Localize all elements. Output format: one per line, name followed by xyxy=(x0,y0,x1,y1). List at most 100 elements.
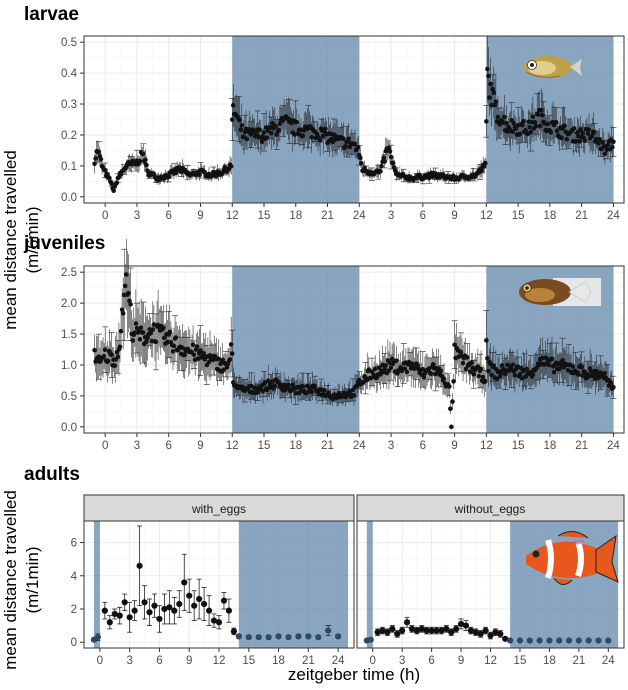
x-tick-label: 15 xyxy=(258,440,271,452)
data-point xyxy=(383,363,389,368)
data-point xyxy=(553,120,559,125)
data-point xyxy=(210,617,218,624)
data-point xyxy=(137,337,143,342)
data-point xyxy=(448,629,455,636)
data-point xyxy=(441,376,447,381)
data-point xyxy=(495,114,501,120)
data-point xyxy=(579,364,584,370)
dark-phase-band xyxy=(366,521,373,648)
data-point xyxy=(585,131,591,136)
x-tick-label: 3 xyxy=(134,440,140,452)
x-tick-label: 15 xyxy=(514,655,527,667)
data-point xyxy=(305,633,312,640)
data-point xyxy=(117,344,123,350)
data-point xyxy=(225,607,233,614)
juveniles-plot: 0 3 6 9 12 15 18 21 24 3 6 9 12 15 18 21 24 0.0 0.5 1.0 1.5 2… xyxy=(61,238,625,452)
data-point xyxy=(101,353,107,359)
x-tick-label: 18 xyxy=(289,210,302,222)
data-point xyxy=(196,595,203,603)
data-point xyxy=(374,629,381,636)
data-point xyxy=(539,108,544,113)
data-point xyxy=(153,339,159,345)
x-tick-label: 6 xyxy=(166,440,172,452)
x-tick-label: 21 xyxy=(575,440,588,452)
data-point xyxy=(355,145,361,150)
data-point xyxy=(478,366,484,372)
data-point xyxy=(315,634,322,641)
data-point xyxy=(93,156,98,161)
data-point xyxy=(245,634,252,641)
data-point xyxy=(602,151,608,157)
data-point xyxy=(443,625,450,633)
data-point xyxy=(480,374,486,380)
data-point xyxy=(533,123,539,129)
data-point xyxy=(464,355,470,360)
x-tick-label: 0 xyxy=(102,440,108,452)
data-point xyxy=(286,382,291,388)
data-point xyxy=(382,159,388,164)
data-point xyxy=(359,161,364,166)
x-tick-label: 3 xyxy=(388,210,394,222)
y-tick-label: 1.0 xyxy=(61,360,77,372)
data-point xyxy=(477,630,484,637)
data-point xyxy=(294,119,300,125)
data-point xyxy=(549,356,555,362)
data-point xyxy=(126,290,131,296)
data-point xyxy=(431,362,436,367)
y-tick-label: 0.2 xyxy=(61,130,77,142)
data-point xyxy=(517,372,523,377)
y-axis-title-bottom-line1: mean distance travelled xyxy=(1,490,20,670)
x-tick-label: 21 xyxy=(321,210,334,222)
x-tick-label: 9 xyxy=(197,440,203,452)
x-tick-label: 24 xyxy=(353,210,366,222)
data-point xyxy=(536,637,543,644)
data-point xyxy=(372,366,378,372)
data-point xyxy=(488,81,493,87)
data-point xyxy=(140,151,146,157)
data-point xyxy=(602,371,608,376)
data-point xyxy=(150,327,156,332)
data-point xyxy=(190,342,196,348)
data-point xyxy=(130,338,136,343)
data-point xyxy=(565,637,573,644)
data-point xyxy=(484,119,489,124)
data-point xyxy=(166,604,173,611)
data-point xyxy=(485,66,490,72)
data-point xyxy=(548,130,554,135)
data-point xyxy=(484,338,489,343)
panel-title-juveniles: juveniles xyxy=(23,233,105,254)
x-tick-label: 12 xyxy=(213,655,226,667)
x-tick-label: 24 xyxy=(607,210,620,222)
x-tick-label: 24 xyxy=(332,655,345,667)
data-point xyxy=(487,632,494,639)
data-point xyxy=(92,347,97,353)
plot-border xyxy=(83,265,625,434)
data-point xyxy=(229,117,235,122)
data-point xyxy=(312,383,318,389)
x-tick-label: 9 xyxy=(451,440,457,452)
data-point xyxy=(394,358,399,363)
x-tick-label: 15 xyxy=(512,210,525,222)
data-point xyxy=(229,351,235,356)
data-point xyxy=(131,607,138,614)
data-point xyxy=(126,614,133,621)
adults-without-eggs-plot: 0 3 6 9 12 15 18 21 24 xyxy=(356,520,625,667)
data-point xyxy=(116,612,123,619)
data-point xyxy=(472,629,479,636)
data-point xyxy=(528,129,534,135)
data-point xyxy=(577,138,582,144)
x-tick-label: 3 xyxy=(134,210,140,222)
data-point xyxy=(546,637,553,644)
data-point xyxy=(120,311,126,316)
data-point xyxy=(170,349,176,354)
data-point xyxy=(471,371,476,377)
data-point xyxy=(408,625,416,633)
y-tick-label: 0.5 xyxy=(61,37,77,49)
data-point xyxy=(423,627,430,634)
data-point xyxy=(605,637,612,644)
data-point xyxy=(182,352,187,358)
data-point xyxy=(413,627,420,634)
data-point xyxy=(220,597,228,604)
